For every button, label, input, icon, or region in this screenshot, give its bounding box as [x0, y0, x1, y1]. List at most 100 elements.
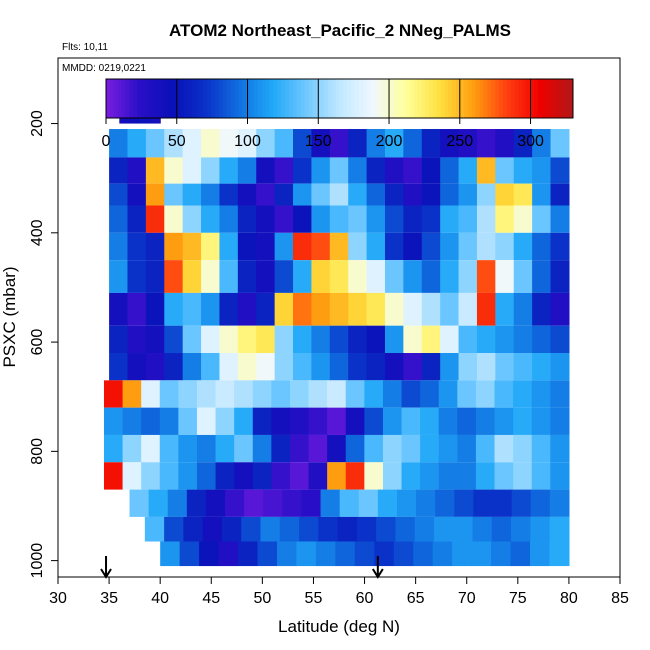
heatmap-cell	[403, 129, 423, 158]
heatmap-cell	[179, 541, 200, 567]
colorbar-swatch	[534, 79, 539, 118]
heatmap-cell	[491, 541, 512, 567]
heatmap-cell	[382, 434, 403, 463]
colorbar-swatch	[460, 79, 465, 118]
heatmap-cell	[550, 325, 570, 354]
colorbar-swatch	[207, 79, 212, 118]
heatmap-cell	[318, 516, 339, 542]
heatmap-cell	[201, 129, 221, 158]
heatmap-cell	[145, 129, 165, 158]
heatmap-cell	[260, 516, 281, 542]
colorbar-swatch	[343, 79, 348, 118]
heatmap-cell	[274, 183, 294, 206]
heatmap-cell	[475, 462, 496, 490]
heatmap-cell	[145, 157, 165, 184]
colorbar-swatch	[397, 79, 403, 118]
heatmap-cell	[420, 434, 440, 463]
heatmap-cell	[252, 407, 272, 435]
heatmap-cell	[274, 205, 294, 233]
heatmap-cell	[440, 205, 460, 233]
heatmap-cell	[271, 407, 291, 435]
heatmap-cell	[293, 157, 313, 184]
heatmap-cell	[513, 434, 533, 463]
heatmap-cell	[256, 325, 276, 354]
colorbar-swatch	[421, 79, 426, 118]
heatmap-cell	[495, 232, 515, 261]
heatmap-cell	[215, 380, 235, 408]
colorbar-swatch	[487, 79, 492, 118]
heatmap-cell	[289, 380, 310, 408]
heatmap-cell	[274, 292, 294, 326]
heatmap-cell	[413, 541, 434, 567]
heatmap-cell	[403, 157, 423, 184]
heatmap-cell	[438, 462, 458, 490]
heatmap-cell	[329, 260, 349, 293]
heatmap-cell	[103, 462, 124, 490]
heatmap-cell	[234, 407, 254, 435]
heatmap-cell	[311, 129, 331, 158]
heatmap-cell	[348, 205, 368, 233]
colorbar-swatch	[133, 79, 138, 118]
colorbar-swatch	[257, 79, 263, 118]
heatmap-cell	[122, 434, 142, 463]
colorbar-swatch	[452, 79, 457, 118]
heatmap-cell	[219, 183, 239, 206]
heatmap-cell	[403, 232, 423, 261]
colorbar-swatch	[191, 79, 197, 118]
heatmap-cell	[374, 541, 395, 567]
heatmap-cell	[164, 260, 184, 293]
heatmap-cell	[237, 205, 257, 233]
colorbar-swatch	[522, 79, 527, 118]
colorbar-swatch	[327, 79, 333, 118]
x-tick-label: 60	[356, 590, 374, 607]
heatmap-cell	[199, 541, 220, 567]
heatmap-cell	[550, 157, 570, 184]
heatmap-cell	[458, 325, 478, 354]
colorbar-swatch	[456, 79, 461, 118]
heatmap-cell	[127, 129, 147, 158]
heatmap-cell	[495, 205, 515, 233]
colorbar-swatch	[269, 79, 274, 118]
heatmap-cell	[109, 232, 129, 261]
heatmap-cell	[421, 325, 441, 354]
heatmap-cell	[433, 516, 454, 542]
heatmap-cell	[532, 129, 552, 158]
colorbar-swatch	[351, 79, 356, 118]
heatmap-cell	[234, 380, 254, 408]
y-tick-label: 400	[29, 219, 46, 246]
heatmap-cell	[356, 516, 377, 542]
colorbar-swatch	[358, 79, 364, 118]
heatmap-cell	[164, 516, 185, 542]
heatmap-cell	[160, 541, 181, 567]
heatmap-cell	[271, 462, 291, 490]
heatmap-cell	[476, 325, 496, 354]
heatmap-cell	[141, 407, 161, 435]
colorbar-swatch	[238, 79, 243, 118]
heatmap-cell	[311, 292, 331, 326]
heatmap-cell	[256, 292, 276, 326]
colorbar-swatch	[249, 79, 255, 118]
colorbar-swatch	[370, 79, 376, 118]
heatmap-cell	[550, 183, 570, 206]
x-tick-label: 40	[151, 590, 169, 607]
heatmap-cell	[421, 157, 441, 184]
colorbar-swatch	[288, 79, 294, 118]
heatmap-cell	[164, 325, 184, 354]
heatmap-cell	[384, 325, 404, 354]
heatmap-cell	[366, 260, 386, 293]
colorbar-swatch	[401, 79, 407, 118]
heatmap-cell	[237, 129, 257, 158]
colorbar-tick-label: 200	[376, 133, 403, 150]
colorbar-swatch	[113, 79, 119, 118]
heatmap-cell	[454, 489, 474, 517]
colorbar-swatch	[429, 79, 434, 118]
heatmap-cell	[127, 157, 147, 184]
heatmap-cell	[513, 380, 533, 408]
heatmap-cell	[403, 205, 423, 233]
colorbar-swatch	[168, 79, 173, 118]
heatmap-cell	[476, 232, 496, 261]
heatmap-cell	[494, 462, 514, 490]
heatmap-cell	[219, 292, 239, 326]
heatmap-cell	[550, 407, 570, 435]
colorbar-swatch	[518, 79, 523, 118]
